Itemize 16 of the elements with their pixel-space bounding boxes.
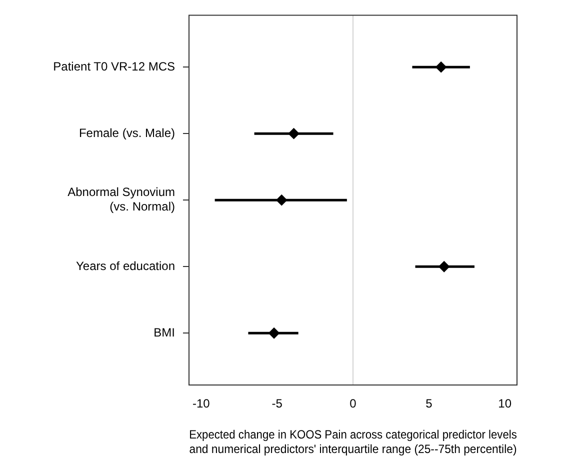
y-tick-label: BMI — [154, 325, 175, 340]
x-tick-label: 10 — [498, 396, 512, 411]
x-tick-label: -5 — [272, 396, 283, 411]
x-axis-title: Expected change in KOOS Pain across categorical predictor levels and numerical predictors' interquartile range (25--75th percentile) — [189, 429, 518, 456]
y-tick-label: Female (vs. Male) — [78, 126, 175, 140]
y-tick-label: Patient T0 VR-12 MCS — [53, 59, 175, 74]
x-tick-label: 0 — [350, 396, 357, 411]
x-tick-label: -10 — [192, 396, 210, 411]
point — [276, 194, 288, 206]
point — [436, 62, 447, 73]
point — [288, 128, 300, 140]
point — [268, 328, 280, 339]
y-tick-label: Abnormal Synovium (vs. Normal) — [68, 185, 175, 214]
x-tick-label: 5 — [426, 396, 433, 411]
point — [438, 261, 450, 272]
y-tick-label: Years of education — [76, 258, 175, 273]
